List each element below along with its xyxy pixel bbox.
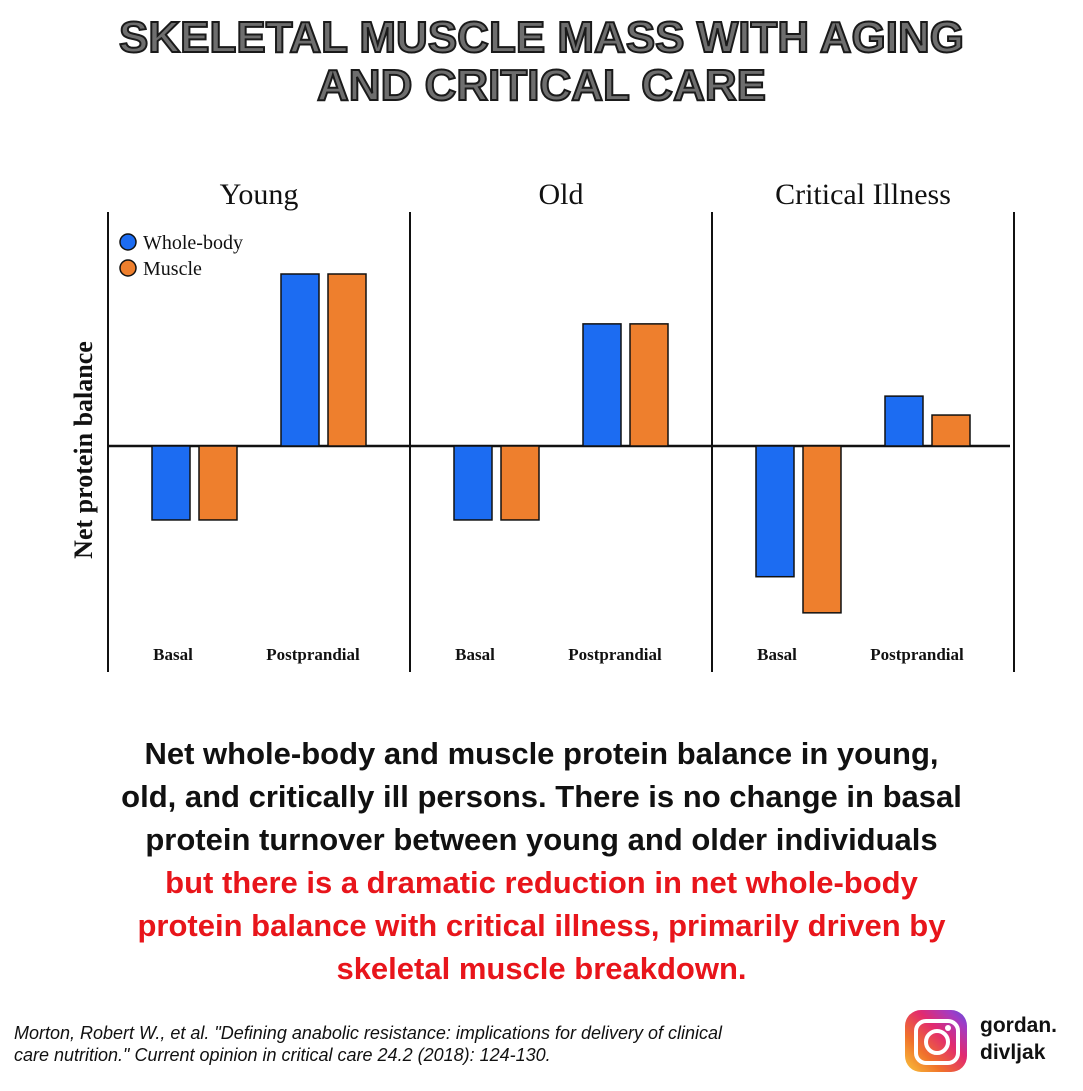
citation-line-2: care nutrition." Current opinion in crit… [14,1045,551,1065]
legend-label-2: Muscle [143,258,202,280]
category-label-1-basal: Basal [153,645,193,664]
category-label-2-postprandial: Postprandial [568,645,662,664]
category-label-3-postprandial: Postprandial [870,645,964,664]
citation-line-1: Morton, Robert W., et al. "Defining anab… [14,1023,723,1043]
bar-1-basal-muscle [198,445,238,521]
title-line-1: SKELETAL MUSCLE MASS WITH AGING [118,13,965,63]
panel-title-2: Old [539,178,584,211]
citation: Morton, Robert W., et al. "Defining anab… [14,1022,884,1066]
caption-line-4: but there is a dramatic reduction in net… [165,865,918,900]
caption-line-6: skeletal muscle breakdown. [336,951,747,986]
panel-title-3: Critical Illness [775,178,951,211]
bar-3-basal-muscle [802,445,842,614]
bar-1-postprandial-whole-body [280,273,320,447]
legend-marker-1 [119,233,137,251]
y-axis-label: Net protein balance [69,341,98,559]
legend-marker-2 [119,259,137,277]
caption-line-1: Net whole-body and muscle protein balanc… [144,736,939,771]
category-label-1-postprandial: Postprandial [266,645,360,664]
bar-1-basal-whole-body [151,445,191,521]
brand-line-2: divljak [980,1041,1046,1064]
legend-label-1: Whole-body [143,232,243,254]
category-label-2-basal: Basal [455,645,495,664]
bar-1-postprandial-muscle [327,273,367,447]
instagram-icon [905,1010,967,1072]
brand-line-1: gordan. [980,1014,1057,1037]
bar-2-basal-whole-body [453,445,493,521]
caption-line-3: protein turnover between young and older… [145,822,938,857]
caption: Net whole-body and muscle protein balanc… [20,732,1063,990]
brand: gordan. divljak [905,1008,1075,1074]
bar-2-postprandial-whole-body [582,323,622,447]
brand-name: gordan. divljak [980,1012,1057,1066]
bar-3-postprandial-whole-body [884,395,924,447]
category-label-3-basal: Basal [757,645,797,664]
protein-balance-chart: Net protein balance Young Basal Postprandia… [69,178,1015,672]
panel-title-1: Young [220,178,299,211]
bar-3-postprandial-muscle [931,414,971,447]
bar-2-basal-muscle [500,445,540,521]
bar-3-basal-whole-body [755,445,795,578]
caption-line-2: old, and critically ill persons. There i… [121,779,962,814]
page-title: SKELETAL MUSCLE MASS WITH AGING AND CRIT… [0,13,1083,111]
title-line-2: AND CRITICAL CARE [316,61,767,111]
caption-line-5: protein balance with critical illness, p… [137,908,946,943]
bar-2-postprandial-muscle [629,323,669,447]
